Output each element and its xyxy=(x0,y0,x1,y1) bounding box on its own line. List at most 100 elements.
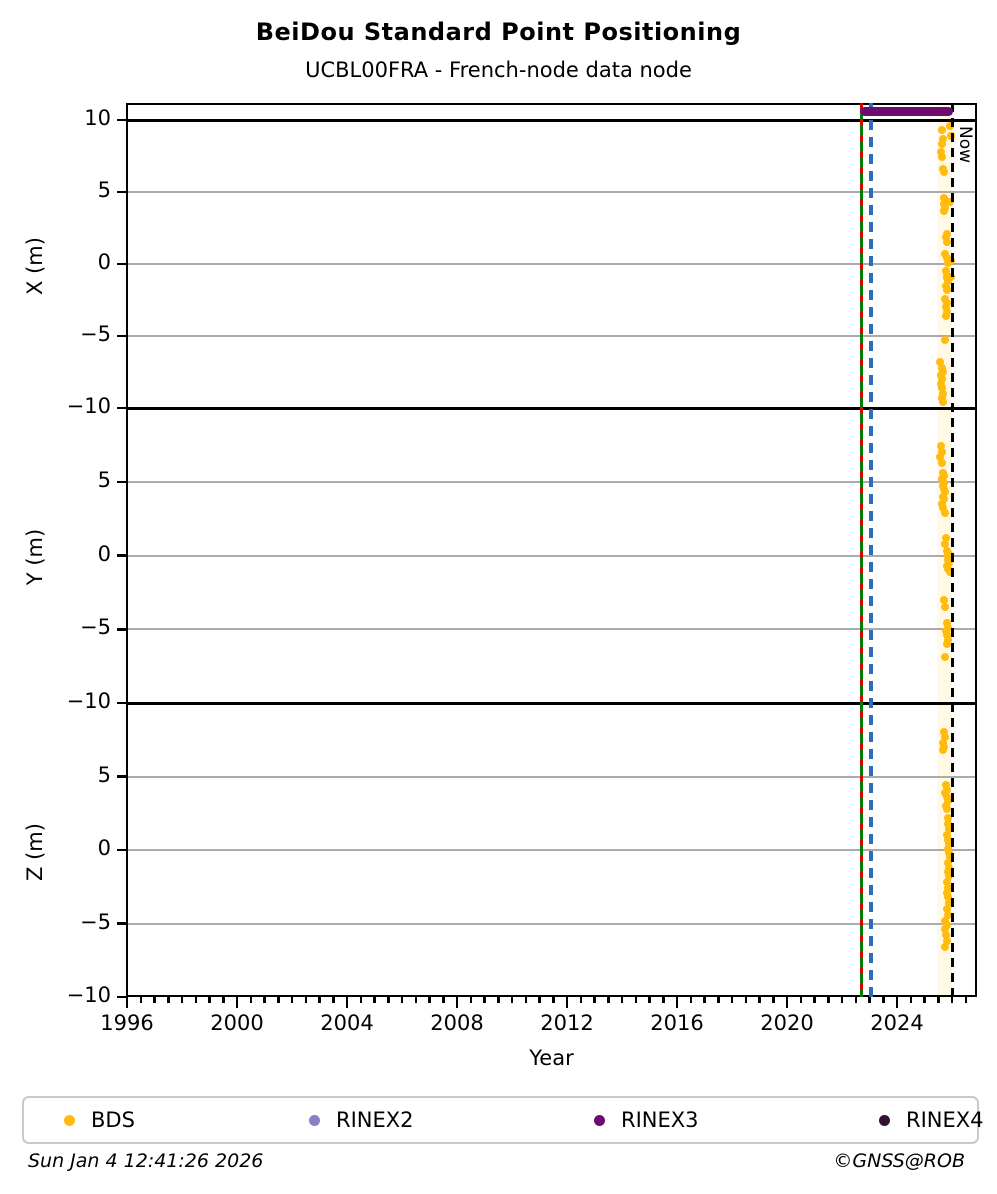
data-point xyxy=(941,788,950,797)
x-minor-tick xyxy=(730,997,734,1003)
data-point xyxy=(943,904,952,913)
x-minor-tick xyxy=(772,997,775,1003)
data-point xyxy=(943,285,952,294)
data-point xyxy=(941,249,950,258)
x-major-tick xyxy=(895,997,899,1008)
data-point xyxy=(940,653,949,662)
data-point xyxy=(938,375,947,384)
rinex2-dot-icon xyxy=(309,1114,320,1126)
x-minor-tick xyxy=(799,997,802,1003)
now-line xyxy=(951,103,954,997)
data-point xyxy=(941,931,950,940)
y-tick-label: 0 xyxy=(97,836,111,860)
chart-subtitle: UCBL00FRA - French-node data node xyxy=(305,58,692,82)
data-point xyxy=(937,363,946,372)
x-minor-tick xyxy=(552,997,555,1003)
data-point xyxy=(941,294,950,303)
data-point xyxy=(943,238,952,247)
x-axis-label: Year xyxy=(529,1046,574,1070)
bds-dot-icon xyxy=(64,1114,75,1126)
x-minor-tick xyxy=(428,997,431,1003)
x-minor-tick xyxy=(180,997,184,1003)
x-tick-label: 2016 xyxy=(650,1011,704,1035)
data-point xyxy=(941,539,950,548)
x-minor-tick xyxy=(909,997,912,1003)
x-minor-tick xyxy=(510,997,514,1003)
data-point xyxy=(944,898,953,907)
y-tick-label: −10 xyxy=(66,983,111,1007)
gridline xyxy=(128,191,975,193)
data-point xyxy=(939,504,948,513)
x-minor-tick xyxy=(249,997,252,1003)
data-point xyxy=(937,393,946,402)
x-minor-tick xyxy=(332,997,335,1003)
rinex4-dot-icon xyxy=(879,1114,890,1126)
y-tick xyxy=(117,262,126,266)
data-point xyxy=(938,398,947,407)
data-point xyxy=(946,198,955,207)
data-point xyxy=(940,495,949,504)
y-tick xyxy=(117,775,126,778)
data-point xyxy=(943,804,952,813)
x-minor-tick xyxy=(414,997,417,1003)
x-minor-tick xyxy=(620,997,624,1003)
x-major-tick xyxy=(565,997,569,1008)
y-tick-label: 10 xyxy=(84,106,111,130)
data-point xyxy=(938,746,947,755)
x-tick-label: 2004 xyxy=(320,1011,374,1035)
y-tick-label: −10 xyxy=(66,689,111,713)
data-point xyxy=(944,835,953,844)
y-axis-label-z: Z (m) xyxy=(23,823,47,881)
y-tick-label: −5 xyxy=(80,615,111,640)
data-point xyxy=(941,232,950,241)
data-point xyxy=(945,840,954,849)
x-minor-tick xyxy=(950,997,954,1003)
data-point xyxy=(945,863,954,872)
red-dashed-event-line xyxy=(859,103,863,997)
x-tick-label: 2024 xyxy=(870,1011,924,1035)
x-minor-tick xyxy=(854,997,857,1003)
x-minor-tick xyxy=(208,997,211,1003)
data-point xyxy=(940,508,949,517)
panel-boundary-line xyxy=(126,118,977,122)
data-point xyxy=(940,488,949,497)
gridline xyxy=(128,849,975,851)
data-point xyxy=(941,303,950,312)
y-tick-label: −10 xyxy=(66,394,111,418)
data-point xyxy=(939,738,948,747)
x-minor-tick xyxy=(827,997,830,1003)
y-axis-label-y: Y (m) xyxy=(23,528,47,586)
data-point xyxy=(940,925,949,934)
data-point xyxy=(936,357,945,366)
y-tick-label: 5 xyxy=(97,178,111,202)
data-point xyxy=(944,848,953,857)
x-minor-tick xyxy=(882,997,885,1003)
y-tick xyxy=(117,922,126,925)
x-minor-tick xyxy=(194,997,197,1003)
data-point xyxy=(939,728,948,737)
data-point xyxy=(943,307,952,316)
data-point xyxy=(938,499,947,508)
timestamp: Sun Jan 4 12:41:26 2026 xyxy=(28,1150,264,1172)
x-major-tick xyxy=(785,997,789,1008)
gridline xyxy=(128,922,975,925)
panel-boundary-line xyxy=(126,701,977,705)
x-minor-tick xyxy=(703,997,706,1003)
data-point xyxy=(940,336,949,345)
data-point xyxy=(937,153,946,162)
x-minor-tick xyxy=(758,997,761,1003)
x-minor-tick xyxy=(290,997,294,1003)
data-point xyxy=(944,635,953,644)
now-annotation: Now xyxy=(955,126,975,164)
data-point xyxy=(942,793,951,802)
x-minor-tick xyxy=(304,997,307,1003)
y-tick-label: 5 xyxy=(97,467,111,492)
data-point xyxy=(942,298,951,307)
x-major-tick xyxy=(125,997,129,1008)
data-point xyxy=(942,254,951,263)
y-tick xyxy=(117,628,126,631)
x-minor-tick xyxy=(813,997,816,1003)
rinex3-availability-bar xyxy=(859,107,954,116)
x-major-tick xyxy=(345,997,349,1008)
